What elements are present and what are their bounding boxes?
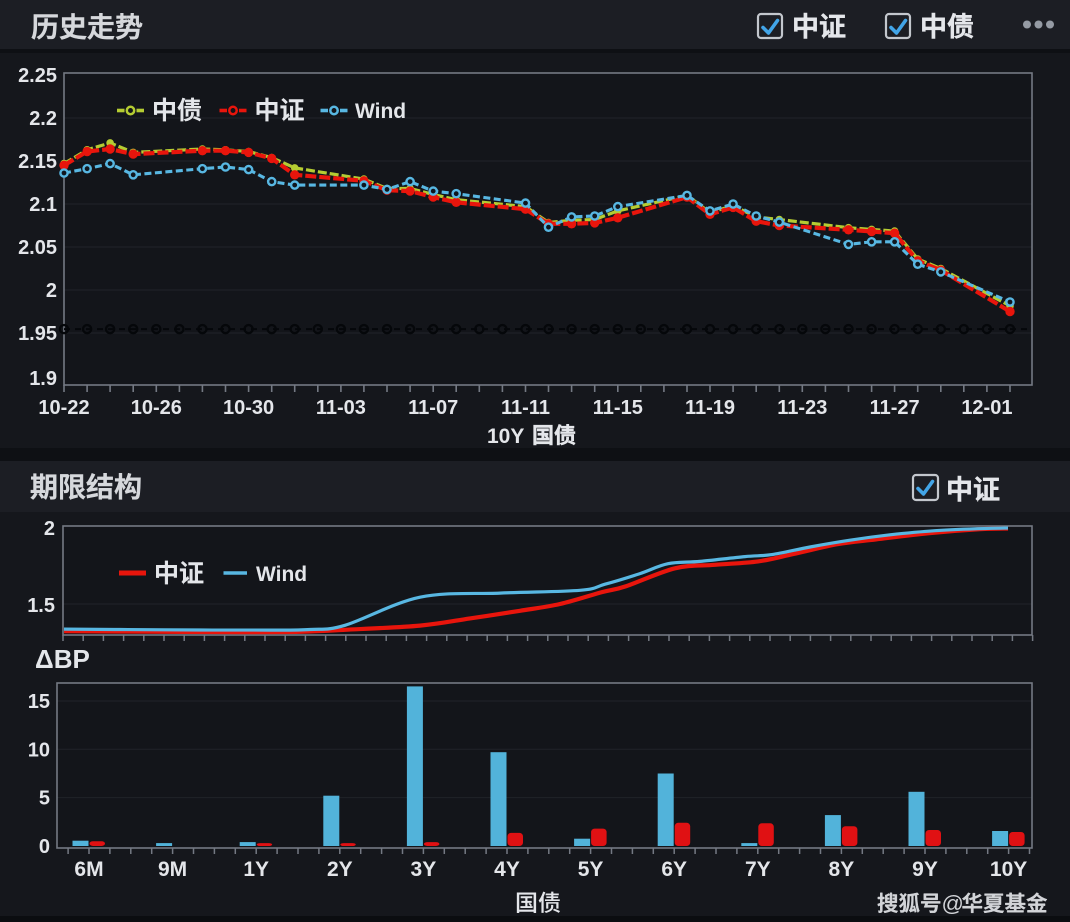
svg-text:9M: 9M xyxy=(158,858,187,881)
svg-text:10Y: 10Y xyxy=(487,425,524,448)
svg-text:11-07: 11-07 xyxy=(408,397,458,419)
svg-text:11-27: 11-27 xyxy=(870,397,920,419)
svg-text:6M: 6M xyxy=(74,858,103,881)
svg-text:1Y: 1Y xyxy=(243,858,269,881)
svg-text:12-01: 12-01 xyxy=(961,397,1012,419)
svg-text:11-15: 11-15 xyxy=(593,397,643,419)
svg-text:Wind: Wind xyxy=(355,100,406,123)
svg-text:10-22: 10-22 xyxy=(38,397,89,419)
svg-text:5: 5 xyxy=(39,788,50,810)
svg-text:@: @ xyxy=(942,891,964,916)
svg-text:1.9: 1.9 xyxy=(29,368,57,390)
svg-text:0: 0 xyxy=(39,836,50,858)
svg-text:8Y: 8Y xyxy=(829,858,855,881)
svg-text:Wind: Wind xyxy=(256,563,307,586)
svg-text:3Y: 3Y xyxy=(411,858,437,881)
svg-text:2.05: 2.05 xyxy=(18,237,57,259)
svg-text:7Y: 7Y xyxy=(745,858,771,881)
svg-text:1.5: 1.5 xyxy=(27,595,55,617)
svg-text:10-26: 10-26 xyxy=(131,397,182,419)
svg-text:15: 15 xyxy=(28,691,50,713)
svg-text:10Y: 10Y xyxy=(990,858,1027,881)
svg-text:1.95: 1.95 xyxy=(18,323,57,345)
svg-text:11-03: 11-03 xyxy=(316,397,366,419)
svg-text:9Y: 9Y xyxy=(912,858,938,881)
svg-text:2.1: 2.1 xyxy=(29,194,57,216)
svg-text:2Y: 2Y xyxy=(327,858,353,881)
svg-text:11-23: 11-23 xyxy=(777,397,827,419)
svg-text:6Y: 6Y xyxy=(661,858,687,881)
svg-text:ΔBP: ΔBP xyxy=(35,644,90,674)
svg-text:2: 2 xyxy=(44,518,55,540)
svg-text:2: 2 xyxy=(46,280,57,302)
svg-text:2.2: 2.2 xyxy=(29,108,57,130)
svg-text:2.25: 2.25 xyxy=(18,65,57,87)
svg-text:11-19: 11-19 xyxy=(685,397,735,419)
svg-text:10-30: 10-30 xyxy=(223,397,274,419)
svg-text:2.15: 2.15 xyxy=(18,151,57,173)
svg-text:5Y: 5Y xyxy=(578,858,604,881)
svg-text:11-11: 11-11 xyxy=(501,397,550,419)
svg-text:10: 10 xyxy=(28,739,50,761)
svg-text:4Y: 4Y xyxy=(494,858,520,881)
